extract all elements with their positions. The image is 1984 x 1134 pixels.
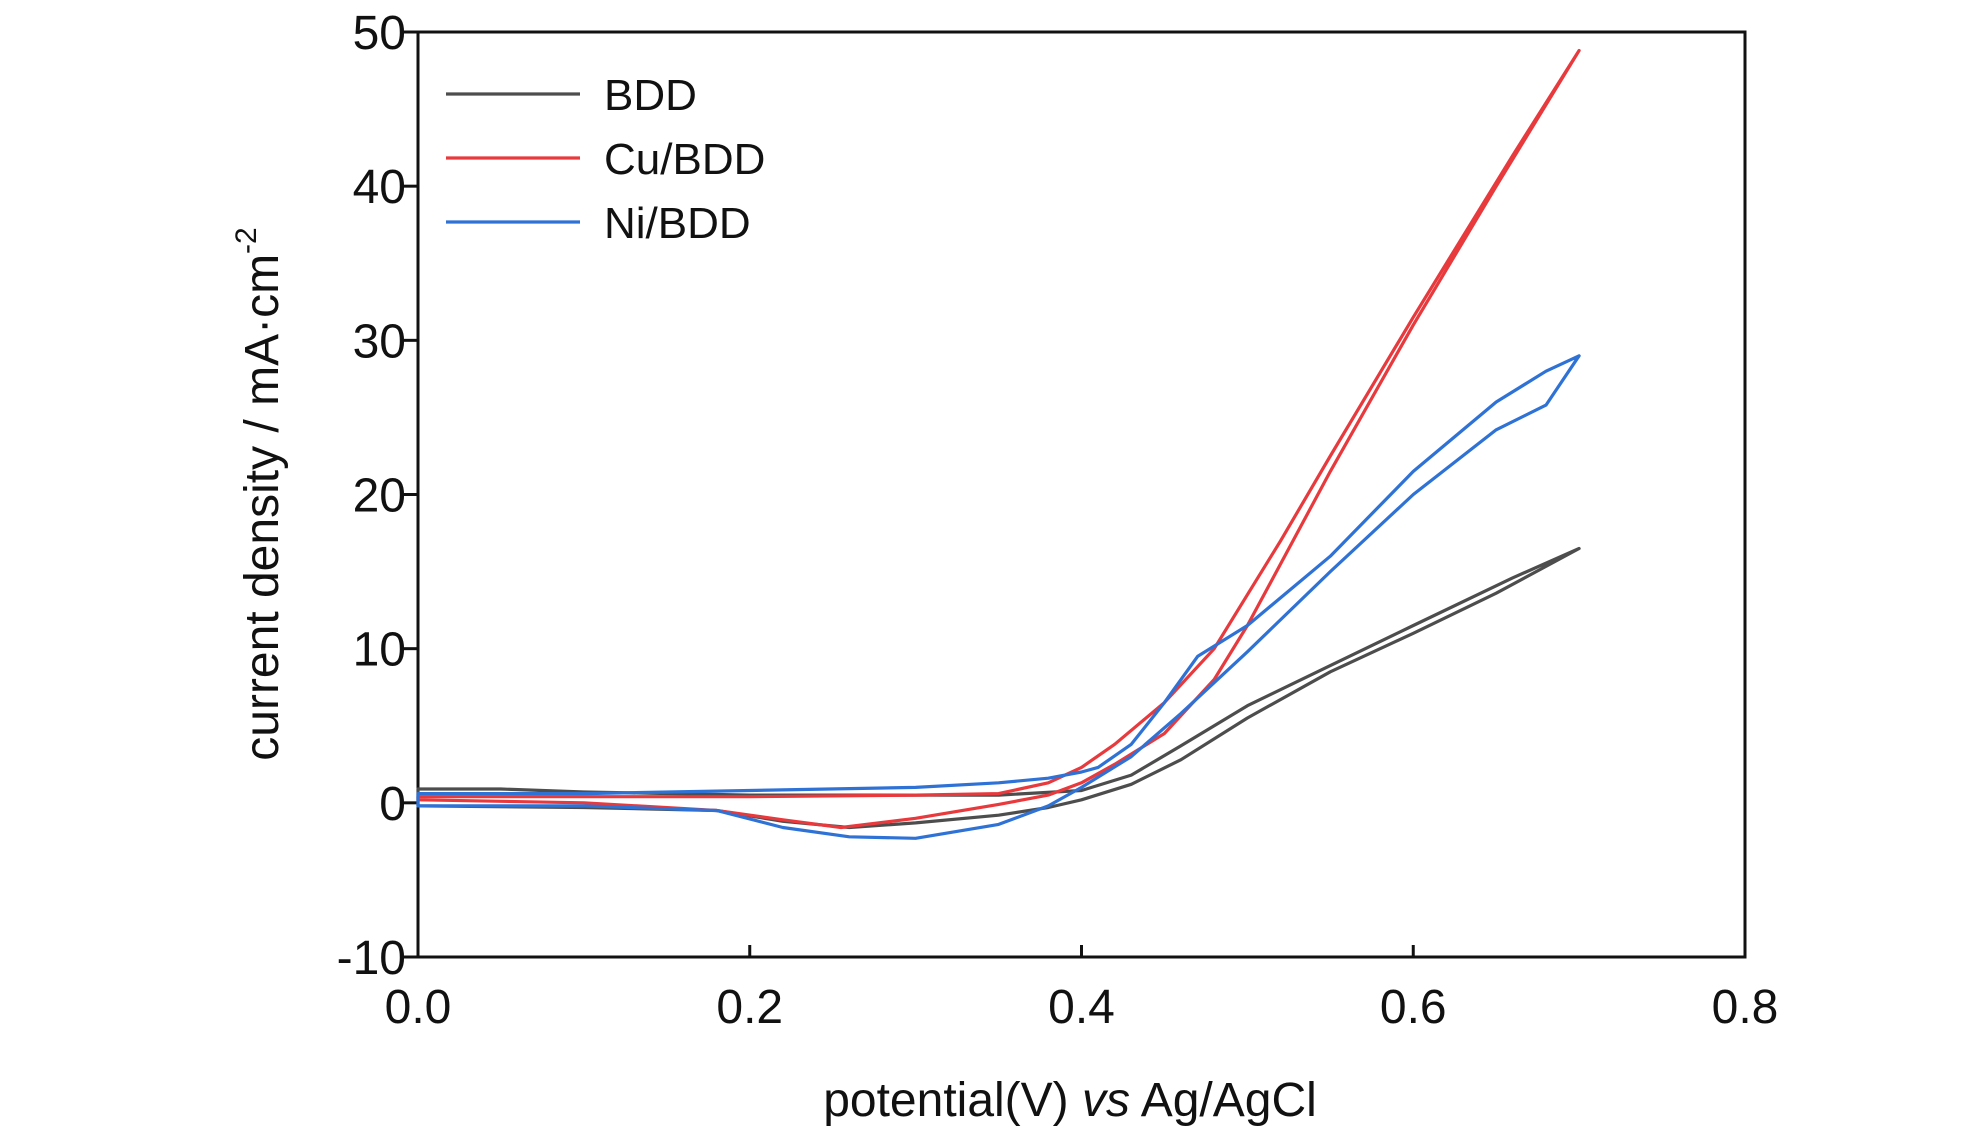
- x-tick-label: 0.2: [716, 981, 783, 1034]
- y-tick-label: 0: [379, 778, 406, 831]
- plot-area: [416, 30, 1747, 959]
- series-layer: [416, 48, 1581, 840]
- legend-label: Ni/BDD: [604, 199, 751, 248]
- legend-label: Cu/BDD: [604, 135, 765, 184]
- x-axis-ticks: 0.0 0.2 0.4 0.6 0.8: [385, 945, 1779, 1034]
- legend-label: BDD: [604, 71, 697, 120]
- y-tick-label: 40: [353, 161, 406, 214]
- legend: BDD Cu/BDD Ni/BDD: [446, 71, 765, 248]
- y-axis-title: current density / mA·cm-2: [230, 227, 289, 760]
- y-tick-label: -10: [337, 932, 406, 985]
- y-axis-ticks: -10 0 10 20 30 40 50: [337, 7, 418, 985]
- x-tick-label: 0.8: [1712, 981, 1779, 1034]
- series-line-cu-bdd: [416, 48, 1581, 830]
- x-tick-label: 0.6: [1380, 981, 1447, 1034]
- series-line-ni-bdd: [416, 354, 1581, 840]
- x-tick-label: 0.0: [385, 981, 452, 1034]
- y-tick-label: 20: [353, 470, 406, 523]
- y-tick-label: 50: [353, 7, 406, 60]
- y-tick-label: 30: [353, 315, 406, 368]
- y-tick-label: 10: [353, 624, 406, 677]
- x-axis-title: potential(V) vs Ag/AgCl: [823, 1074, 1317, 1127]
- x-tick-label: 0.4: [1048, 981, 1115, 1034]
